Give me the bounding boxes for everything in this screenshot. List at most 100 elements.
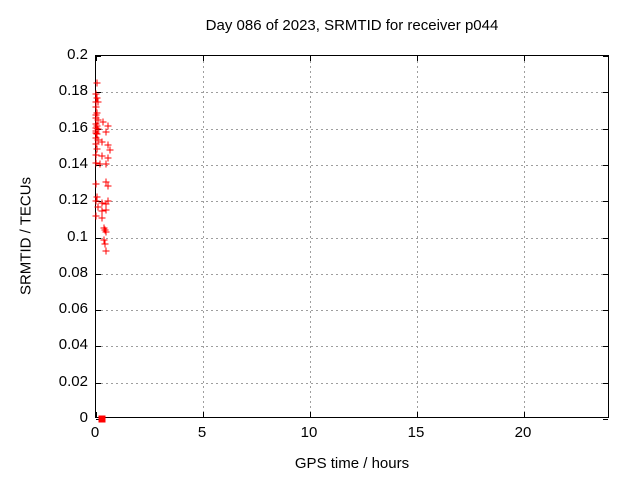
y-gridline [96,92,608,93]
x-tick-mark [96,412,97,417]
y-axis-title: SRMTID / TECUs [17,176,35,296]
data-point-plus [92,90,100,98]
y-gridline [96,165,608,166]
y-tick-mark [96,310,101,311]
y-tick-label: 0.02 [58,373,88,390]
data-point-plus [96,160,104,168]
data-point-plus [92,212,100,220]
y-tick-mark [603,383,608,384]
y-tick-label: 0.2 [67,46,88,63]
y-gridline [96,310,608,311]
data-point-plus [101,240,109,248]
x-tick-mark [524,412,525,417]
y-gridline [96,129,608,130]
y-tick-label: 0.12 [58,191,88,208]
data-point-plus [100,236,108,244]
data-point-plus [102,228,110,236]
data-point-plus [93,193,101,201]
data-point-plus [106,146,114,154]
data-point-plus [100,224,108,232]
y-tick-mark [96,165,101,166]
data-point-plus [94,98,102,106]
x-gridline [524,56,525,417]
data-point-plus [102,178,110,186]
data-point-plus [101,226,109,234]
data-point-plus [92,129,100,137]
data-point-square [98,415,106,423]
data-point-plus [98,152,106,160]
y-tick-mark [603,274,608,275]
data-point-plus [92,134,100,142]
data-point-plus [93,94,101,102]
y-tick-mark [96,92,101,93]
y-tick-label: 0.08 [58,264,88,281]
plot-area [92,55,609,423]
data-point-plus [102,206,110,214]
y-tick-mark [603,419,608,420]
data-point-plus [98,207,106,215]
data-point-plus [102,160,110,168]
y-tick-label: 0.14 [58,155,88,172]
y-tick-mark [96,201,101,202]
data-point-plus [94,203,102,211]
x-tick-mark [417,56,418,61]
y-tick-label: 0.1 [67,228,88,245]
data-point-plus [102,128,110,136]
y-tick-mark [603,56,608,57]
data-point-plus [104,141,112,149]
y-gridline [96,238,608,239]
data-point-plus [93,145,101,153]
y-tick-mark [603,310,608,311]
data-point-plus [92,180,100,188]
y-tick-mark [96,129,101,130]
data-point-plus [92,197,100,205]
data-point-plus [104,122,112,130]
x-tick-label: 20 [514,424,532,441]
data-point-plus [93,79,101,87]
x-tick-label: 0 [90,424,100,441]
y-tick-mark [96,383,101,384]
x-tick-mark [96,56,97,61]
y-tick-mark [603,129,608,130]
y-tick-label: 0.06 [58,300,88,317]
x-gridline [203,56,204,417]
data-point-plus [98,138,106,146]
y-tick-label: 0.16 [58,119,88,136]
data-point-plus [93,109,101,117]
data-point-plus [94,125,102,133]
x-axis-title: GPS time / hours [294,455,410,472]
data-point-plus [104,197,112,205]
data-point-plus [102,247,110,255]
data-point-plus [92,114,100,122]
data-point-plus [94,136,102,144]
x-tick-mark [417,412,418,417]
x-tick-label: 5 [197,424,207,441]
y-tick-mark [603,201,608,202]
y-tick-label: 0.04 [58,336,88,353]
data-point-plus [92,103,100,111]
y-tick-mark [96,238,101,239]
y-tick-mark [603,346,608,347]
y-tick-mark [96,56,101,57]
chart-title: Day 086 of 2023, SRMTID for receiver p04… [205,17,499,34]
y-gridline [96,201,608,202]
x-gridline [417,56,418,417]
data-point-plus [102,200,110,208]
y-gridline [96,346,608,347]
y-gridline [96,274,608,275]
data-point-plus [92,120,100,128]
data-point-plus [92,140,100,148]
data-point-plus [104,182,112,190]
y-tick-mark [603,165,608,166]
x-tick-label: 15 [407,424,425,441]
x-tick-mark [524,56,525,61]
y-tick-mark [603,92,608,93]
y-tick-label: 0 [79,409,88,426]
data-point-plus [98,199,106,207]
y-tick-mark [96,346,101,347]
y-gridline [96,383,608,384]
y-tick-label: 0.18 [58,82,88,99]
x-gridline [310,56,311,417]
data-point-plus [94,116,102,124]
